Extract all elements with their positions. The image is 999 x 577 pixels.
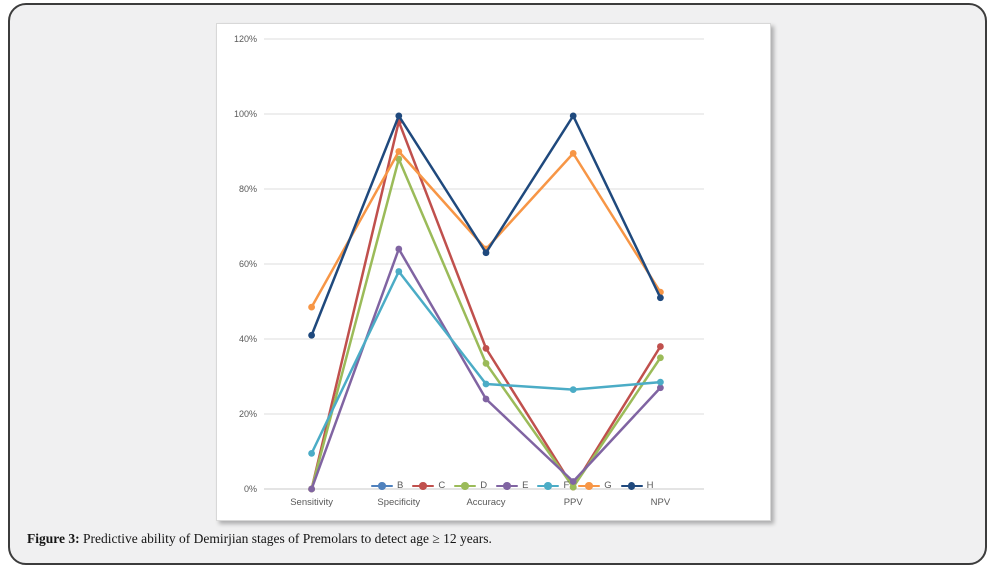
legend-marker-B-icon xyxy=(371,479,393,493)
series-point-E xyxy=(482,395,490,403)
series-line-E xyxy=(310,247,662,491)
legend-label-F: F xyxy=(563,480,570,491)
y-axis-tick-label: 0% xyxy=(244,484,257,494)
y-axis-tick-label: 40% xyxy=(239,334,257,344)
series-point-D xyxy=(482,359,490,367)
figure-caption-text: Predictive ability of Demirjian stages o… xyxy=(79,531,492,546)
series-point-F xyxy=(569,386,577,394)
line-chart-canvas: 0% 20% 40% 60% 80% 100% 120% Sensitivity Specifi… xyxy=(234,34,704,508)
series-point-C xyxy=(482,344,490,352)
legend-item-D: D xyxy=(454,479,487,493)
series-point-E xyxy=(308,485,315,493)
series-point-F xyxy=(395,268,403,275)
series-point-H xyxy=(308,331,315,339)
legend-item-E: E xyxy=(496,479,528,493)
legend-item-F: F xyxy=(537,479,569,493)
legend-label-E: E xyxy=(522,480,529,491)
figure-caption-label: Figure 3: xyxy=(27,531,80,546)
x-axis-category-label: PPV xyxy=(564,497,584,508)
legend-label-C: C xyxy=(438,480,446,491)
x-axis-category-label: Sensitivity xyxy=(290,497,333,508)
legend-dot-glyph xyxy=(419,482,427,490)
legend-marker-E-icon xyxy=(496,479,519,493)
series-point-G xyxy=(569,149,577,157)
y-axis-tick-label: 20% xyxy=(239,409,257,419)
series-point-E xyxy=(395,245,403,253)
y-axis-tick-label: 100% xyxy=(234,109,257,119)
series-point-H xyxy=(569,112,577,120)
legend-marker-D-icon xyxy=(454,479,477,493)
x-axis-category-label: Specificity xyxy=(377,497,420,508)
x-axis-category-label: Accuracy xyxy=(466,497,505,508)
legend-marker-C-icon xyxy=(412,479,435,493)
legend-dot-glyph xyxy=(627,482,636,490)
series-point-F xyxy=(657,378,664,386)
series-point-G xyxy=(395,148,403,155)
legend-item-G: G xyxy=(578,479,612,493)
series-point-D xyxy=(395,155,403,163)
legend-label-G: G xyxy=(604,480,612,491)
series-point-F xyxy=(482,380,490,388)
legend-item-B: B xyxy=(371,479,403,493)
legend-item-H: H xyxy=(620,479,654,493)
x-axis-category-label: NPV xyxy=(651,497,671,508)
series-point-F xyxy=(308,449,315,457)
y-axis-tick-label: 80% xyxy=(239,184,257,194)
series-point-H xyxy=(657,294,664,302)
series-point-D xyxy=(657,354,664,362)
legend-dot-glyph xyxy=(544,482,552,490)
legend-dot-glyph xyxy=(585,482,593,490)
chart-legend: B C D E F G H xyxy=(371,479,654,493)
figure-caption: Figure 3: Predictive ability of Demirjia… xyxy=(27,531,492,547)
series-point-H xyxy=(395,112,403,120)
chart-panel: 0% 20% 40% 60% 80% 100% 120% Sensitivity Specifi… xyxy=(216,23,771,521)
legend-marker-G-icon xyxy=(578,479,601,493)
series-line-G xyxy=(310,150,662,309)
series-point-H xyxy=(482,249,490,257)
legend-label-H: H xyxy=(646,480,654,491)
legend-label-D: D xyxy=(480,480,488,491)
legend-marker-H-icon xyxy=(620,479,643,493)
series-point-E xyxy=(569,478,577,485)
legend-dot-glyph xyxy=(503,482,511,490)
series-point-G xyxy=(308,303,315,311)
legend-marker-F-icon xyxy=(537,479,560,493)
series-point-D xyxy=(569,483,577,491)
legend-dot-glyph xyxy=(461,482,469,490)
legend-item-C: C xyxy=(412,479,445,493)
series-point-C xyxy=(657,343,664,350)
series-line-H xyxy=(310,114,662,337)
legend-label-B: B xyxy=(397,480,404,491)
legend-dot-glyph xyxy=(378,482,386,490)
y-axis-tick-label: 120% xyxy=(234,34,257,44)
series-point-E xyxy=(657,384,664,392)
y-axis-tick-label: 60% xyxy=(239,259,257,269)
